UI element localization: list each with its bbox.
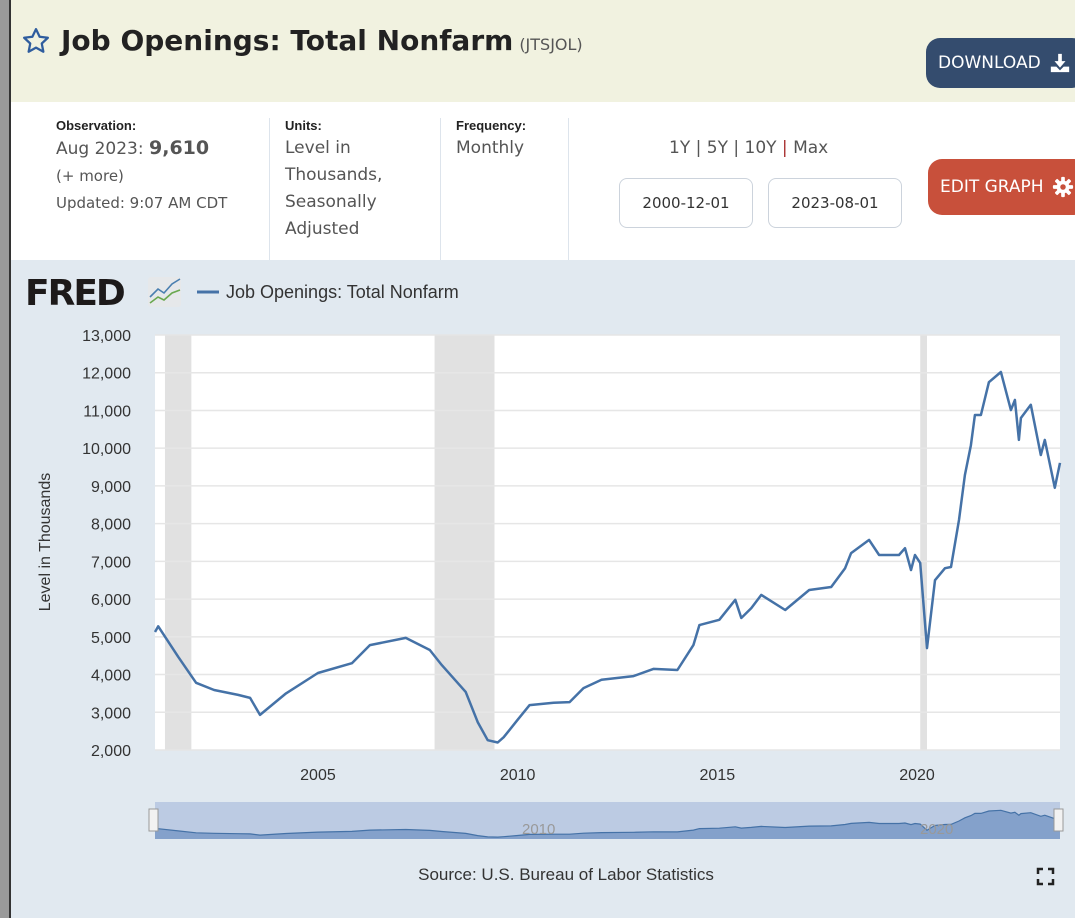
divider [440,118,441,260]
series-line [153,370,1062,744]
fred-logo-chart-icon [148,277,181,307]
divider [568,118,569,260]
navigator-label-2010: 2010 [522,821,555,838]
x-tick-label: 2005 [300,767,336,784]
window-edge [0,0,11,918]
y-tick-label: 4,000 [91,668,131,685]
y-tick-label: 10,000 [82,441,131,458]
y-tick-label: 2,000 [91,743,131,760]
recession-band [434,335,495,750]
units-column: Units: Level in Thousands, Seasonally Ad… [285,118,435,260]
navigator-area [155,810,1060,839]
y-tick-label: 12,000 [82,366,131,383]
range-selector: 1Y | 5Y | 10Y | Max [669,138,829,158]
series-header: Job Openings: Total Nonfarm (JTSJOL) [11,0,1075,102]
page-title: Job Openings: Total Nonfarm (JTSJOL) [61,24,583,57]
range-10y[interactable]: 10Y [744,138,777,158]
legend-label[interactable]: Job Openings: Total Nonfarm [226,282,459,302]
recession-band [164,335,192,750]
units-value: Level in Thousands, Seasonally Adjusted [285,138,383,239]
edit-graph-button[interactable]: EDIT GRAPH [928,159,1075,215]
star-icon[interactable] [21,26,51,56]
navigator[interactable]: 2010 2020 [148,802,1064,839]
divider [269,118,270,260]
fullscreen-icon[interactable] [1036,867,1055,886]
range-5y[interactable]: 5Y [706,138,728,158]
more-observations-link[interactable]: (+ more) [56,167,124,185]
navigator-right-handle[interactable] [1053,808,1064,832]
download-icon [1050,53,1069,73]
start-date-input[interactable]: 2000-12-01 [619,178,753,228]
gear-icon [1052,176,1073,198]
range-1y[interactable]: 1Y [669,138,691,158]
end-date-input[interactable]: 2023-08-01 [768,178,902,228]
navigator-line [154,809,1061,838]
y-axis-label: Level in Thousands [37,473,54,611]
navigator-left-handle[interactable] [148,808,159,832]
source-note: Source: U.S. Bureau of Labor Statistics [418,865,714,884]
series-id: (JTSJOL) [519,35,583,54]
frequency-column: Frequency: Monthly [456,118,566,260]
y-tick-label: 13,000 [82,328,131,345]
y-tick-label: 7,000 [91,554,131,571]
navigator-label-2020: 2020 [920,821,953,838]
y-tick-label: 6,000 [91,592,131,609]
range-max[interactable]: Max [793,138,829,158]
updated-time: Updated: 9:07 AM CDT [56,194,228,212]
y-tick-label: 9,000 [91,479,131,496]
frequency-value: Monthly [456,138,525,158]
y-tick-label: 11,000 [83,403,131,420]
recession-band [920,335,928,750]
chart: FRED Job Openings: Total Nonfarm 2,000 3,… [25,273,1064,886]
x-tick-label: 2015 [700,767,736,784]
observation-value: 9,610 [149,137,210,159]
download-button[interactable]: DOWNLOAD [926,38,1075,88]
observation-column: Observation: Aug 2023: 9,610 (+ more) Up… [56,118,256,260]
x-tick-label: 2010 [500,767,536,784]
x-tick-label: 2020 [899,767,935,784]
observation-date: Aug 2023: [56,139,144,159]
fred-logo: FRED [25,273,124,314]
y-tick-label: 3,000 [91,705,131,722]
y-tick-label: 8,000 [91,517,131,534]
y-tick-label: 5,000 [91,630,131,647]
series-info-panel: Observation: Aug 2023: 9,610 (+ more) Up… [11,102,1075,260]
